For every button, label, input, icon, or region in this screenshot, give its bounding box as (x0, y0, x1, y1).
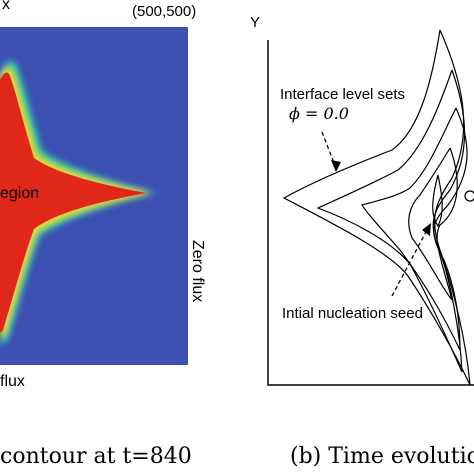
y-axis-label: Y (250, 14, 261, 31)
right-boundary-label: Zero flux (189, 240, 206, 303)
corner-axis-label: x (2, 0, 10, 13)
solid-region-label: egion (0, 185, 40, 202)
interface-level-sets-label: Interface level sets (279, 86, 407, 103)
nucleation-seed-label: Intial nucleation seed (280, 305, 425, 322)
phi-value-label: ϕ = 0.0 (288, 104, 350, 123)
dendrite-solid-region (0, 72, 146, 333)
panel-b-caption: (b) Time evolution (290, 444, 474, 469)
panel-a-caption: contour at t=840 (0, 444, 192, 469)
bottom-boundary-label: flux (0, 373, 25, 390)
corner-coordinate-label: (500,500) (132, 3, 197, 20)
